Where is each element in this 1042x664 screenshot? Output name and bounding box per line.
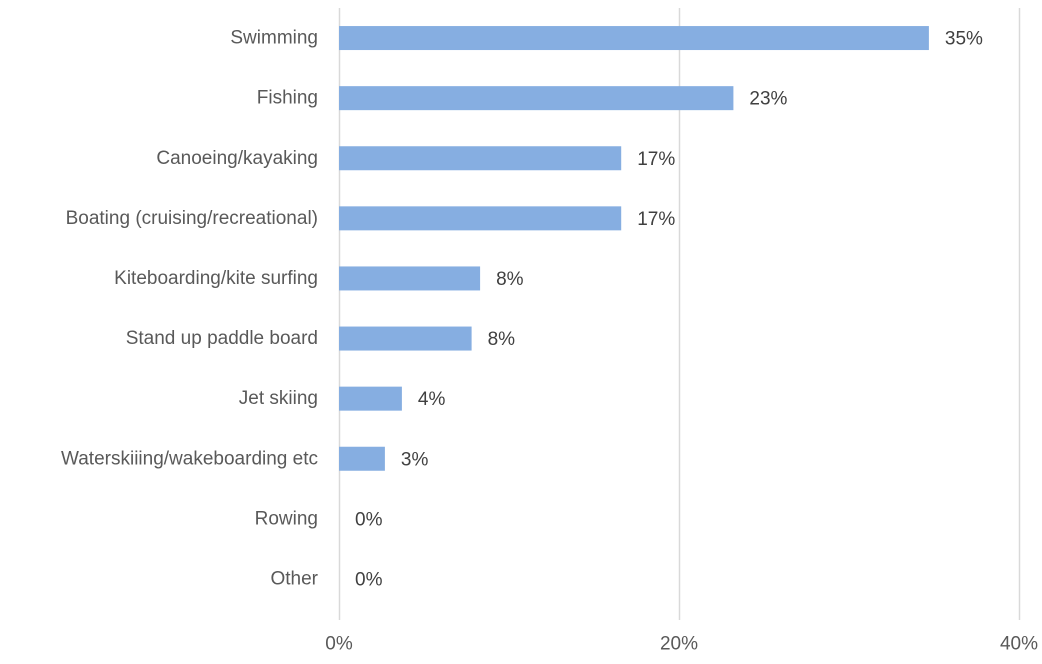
x-tick-label: 0% — [325, 634, 353, 655]
bar-stand-up-paddle-board — [339, 326, 472, 351]
data-label: 8% — [496, 269, 524, 290]
category-label: Boating (cruising/recreational) — [66, 208, 318, 229]
category-label: Other — [270, 568, 318, 589]
category-label: Canoeing/kayaking — [156, 148, 318, 169]
data-label: 17% — [637, 209, 675, 230]
data-label: 23% — [749, 89, 787, 110]
bar-kiteboarding-kite-surfing — [339, 266, 481, 291]
data-label: 17% — [637, 149, 675, 170]
bars — [339, 26, 929, 471]
category-label: Kiteboarding/kite surfing — [114, 268, 318, 289]
x-tick-label: 20% — [660, 634, 698, 655]
data-label: 35% — [945, 29, 983, 50]
data-label: 4% — [418, 389, 446, 410]
bar-canoeing-kayaking — [339, 146, 622, 171]
category-label: Stand up paddle board — [126, 328, 318, 349]
x-tick-labels: 0% 20% 40% — [325, 634, 1038, 655]
category-label: Waterskiiing/wakeboarding etc — [61, 448, 318, 469]
x-tick-label: 40% — [1000, 634, 1038, 655]
category-label: Jet skiing — [239, 388, 318, 409]
category-label: Rowing — [255, 508, 318, 529]
data-label: 3% — [401, 449, 429, 470]
category-labels: Swimming Fishing Canoeing/kayaking Boating … — [61, 28, 319, 590]
bar-jet-skiing — [339, 386, 402, 411]
category-label: Fishing — [257, 88, 318, 109]
bar-swimming — [339, 26, 929, 51]
data-label: 0% — [355, 569, 383, 590]
data-label: 8% — [488, 329, 516, 350]
category-label: Swimming — [230, 28, 318, 49]
bar-boating-cruising-recreational — [339, 206, 622, 231]
data-labels: 35% 23% 17% 17% 8% 8% 4% 3% 0% 0% — [355, 29, 983, 591]
data-label: 0% — [355, 509, 383, 530]
bar-fishing — [339, 86, 734, 111]
bar-waterskiiing-wakeboarding-etc — [339, 446, 385, 471]
